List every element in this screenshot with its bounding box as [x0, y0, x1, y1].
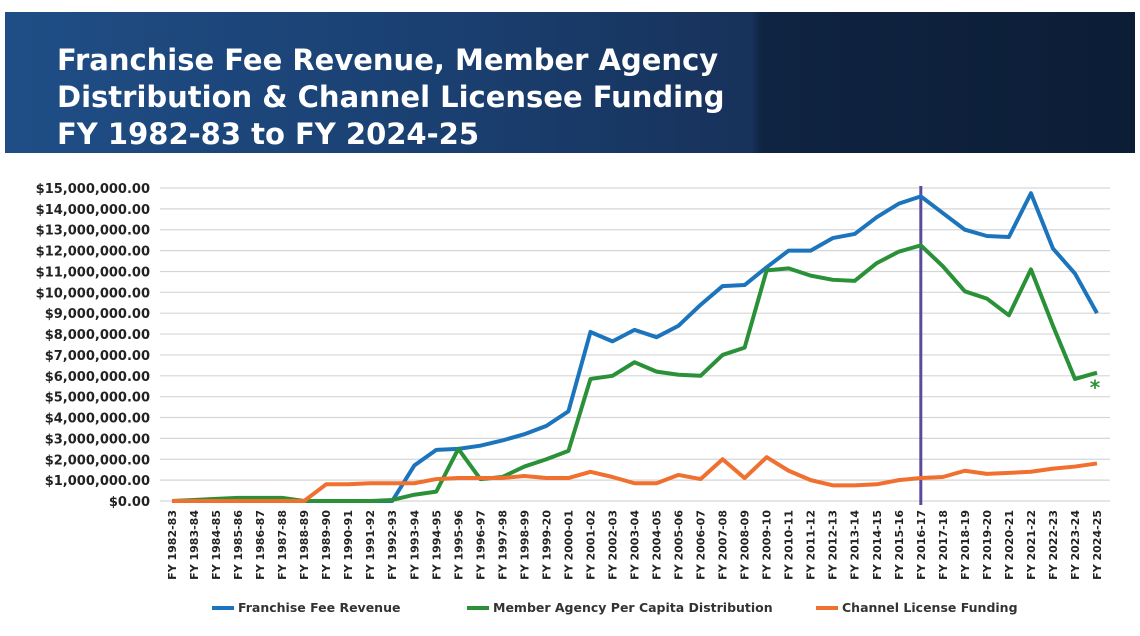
asterisk-annotation: *	[1090, 376, 1101, 400]
y-tick-label: $15,000,000.00	[36, 182, 150, 197]
y-tick-label: $0.00	[109, 495, 150, 510]
x-tick-label: FY 2020-21	[1003, 510, 1016, 580]
x-tick-label: FY 1990-91	[342, 510, 355, 580]
x-tick-label: FY 1989-90	[320, 510, 333, 580]
y-tick-label: $7,000,000.00	[45, 349, 150, 364]
x-tick-label: FY 1997-98	[496, 510, 509, 580]
x-tick-label: FY 2009-10	[761, 510, 774, 580]
x-tick-label: FY 2006-07	[695, 510, 708, 580]
x-tick-label: FY 2019-20	[981, 510, 994, 580]
series-line-2	[172, 455, 1098, 503]
x-tick-label: FY 2013-14	[849, 510, 862, 580]
y-tick-label: $2,000,000.00	[45, 453, 150, 468]
y-tick-label: $13,000,000.00	[36, 224, 150, 239]
x-tick-label: FY 2003-04	[629, 510, 642, 580]
x-tick-label: FY 1982-83	[166, 510, 179, 580]
x-tick-label: FY 2022-23	[1047, 510, 1060, 580]
y-tick-label: $10,000,000.00	[36, 286, 150, 301]
x-tick-label: FY 2004-05	[651, 510, 664, 580]
x-tick-label: FY 2008-09	[739, 510, 752, 580]
series-line-1	[171, 243, 1098, 503]
x-tick-label: FY 2017-18	[937, 510, 950, 580]
x-tick-label: FY 1995-96	[452, 510, 465, 580]
x-tick-label: FY 1983-84	[188, 510, 201, 580]
x-tick-label: FY 2010-11	[783, 510, 796, 580]
x-tick-label: FY 1999-20	[540, 510, 553, 580]
legend-label: Channel License Funding	[842, 600, 1018, 615]
x-tick-label: FY 2011-12	[805, 510, 818, 580]
x-tick-label: FY 2014-15	[871, 510, 884, 580]
x-tick-label: FY 2007-08	[717, 510, 730, 580]
y-tick-label: $8,000,000.00	[45, 328, 150, 343]
x-tick-label: FY 2000-01	[562, 510, 575, 580]
x-tick-label: FY 2001-02	[584, 510, 597, 580]
y-tick-label: $5,000,000.00	[45, 391, 150, 406]
x-tick-label: FY 1984-85	[210, 510, 223, 580]
x-tick-label: FY 1988-89	[298, 510, 311, 580]
series-line-0	[172, 191, 1099, 503]
x-tick-label: FY 1985-86	[232, 510, 245, 580]
x-tick-label: FY 2018-19	[959, 510, 972, 580]
x-tick-label: FY 1987-88	[276, 510, 289, 580]
y-tick-label: $12,000,000.00	[36, 245, 150, 260]
legend-label: Member Agency Per Capita Distribution	[493, 600, 773, 615]
x-tick-label: FY 2016-17	[915, 510, 928, 580]
y-tick-label: $3,000,000.00	[45, 432, 150, 447]
x-tick-label: FY 1996-97	[474, 510, 487, 580]
x-tick-label: FY 2023-24	[1069, 510, 1082, 580]
x-tick-label: FY 1991-92	[364, 510, 377, 580]
y-tick-label: $11,000,000.00	[36, 265, 150, 280]
x-tick-label: FY 2012-13	[827, 510, 840, 580]
x-tick-label: FY 2002-03	[606, 510, 619, 580]
x-tick-label: FY 2024-25	[1091, 510, 1104, 580]
y-tick-label: $6,000,000.00	[45, 370, 150, 385]
y-tick-label: $4,000,000.00	[45, 412, 150, 427]
x-tick-label: FY 2021-22	[1025, 510, 1038, 580]
y-tick-label: $1,000,000.00	[45, 474, 150, 489]
chart-title: Franchise Fee Revenue, Member Agency Dis…	[57, 43, 725, 151]
x-tick-label: FY 1993-94	[408, 510, 421, 580]
y-tick-label: $14,000,000.00	[36, 203, 150, 218]
x-tick-label: FY 1998-99	[518, 510, 531, 580]
title-banner: Franchise Fee Revenue, Member Agency Dis…	[5, 12, 1135, 153]
x-tick-label: FY 1994-95	[430, 510, 443, 580]
legend-label: Franchise Fee Revenue	[238, 600, 400, 615]
x-tick-label: FY 1986-87	[254, 510, 267, 580]
x-tick-label: FY 2015-16	[893, 510, 906, 580]
y-tick-label: $9,000,000.00	[45, 307, 150, 322]
x-tick-label: FY 2005-06	[673, 510, 686, 580]
x-tick-label: FY 1992-93	[386, 510, 399, 580]
